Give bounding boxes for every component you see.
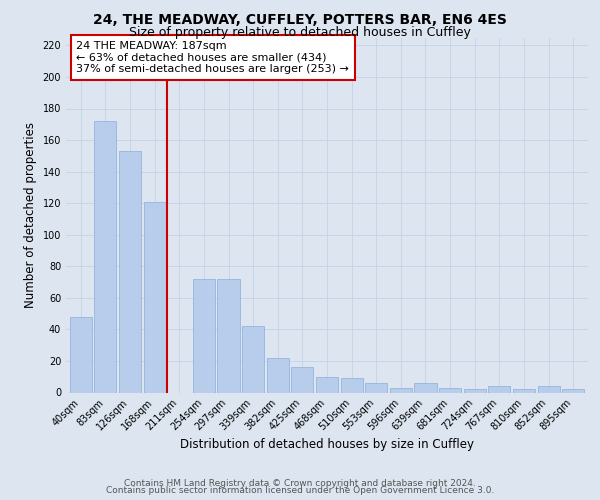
Text: Size of property relative to detached houses in Cuffley: Size of property relative to detached ho… (129, 26, 471, 39)
Text: 24, THE MEADWAY, CUFFLEY, POTTERS BAR, EN6 4ES: 24, THE MEADWAY, CUFFLEY, POTTERS BAR, E… (93, 12, 507, 26)
Bar (415, 383, 437, 392)
Bar (242, 326, 264, 392)
Bar (119, 151, 141, 392)
Text: Contains HM Land Registry data © Crown copyright and database right 2024.: Contains HM Land Registry data © Crown c… (124, 478, 476, 488)
Bar (143, 202, 166, 392)
X-axis label: Distribution of detached houses by size in Cuffley: Distribution of detached houses by size … (180, 438, 474, 451)
Bar (562, 390, 584, 392)
Bar (70, 317, 92, 392)
Bar (488, 386, 511, 392)
Y-axis label: Number of detached properties: Number of detached properties (24, 122, 37, 308)
Bar (439, 388, 461, 392)
Bar (193, 279, 215, 392)
Bar (538, 386, 560, 392)
Text: 24 THE MEADWAY: 187sqm
← 63% of detached houses are smaller (434)
37% of semi-de: 24 THE MEADWAY: 187sqm ← 63% of detached… (76, 41, 349, 74)
Bar (94, 121, 116, 392)
Text: Contains public sector information licensed under the Open Government Licence 3.: Contains public sector information licen… (106, 486, 494, 495)
Bar (390, 388, 412, 392)
Bar (266, 358, 289, 392)
Bar (513, 390, 535, 392)
Bar (464, 390, 486, 392)
Bar (316, 376, 338, 392)
Bar (217, 279, 239, 392)
Bar (365, 383, 388, 392)
Bar (291, 368, 313, 392)
Bar (341, 378, 363, 392)
